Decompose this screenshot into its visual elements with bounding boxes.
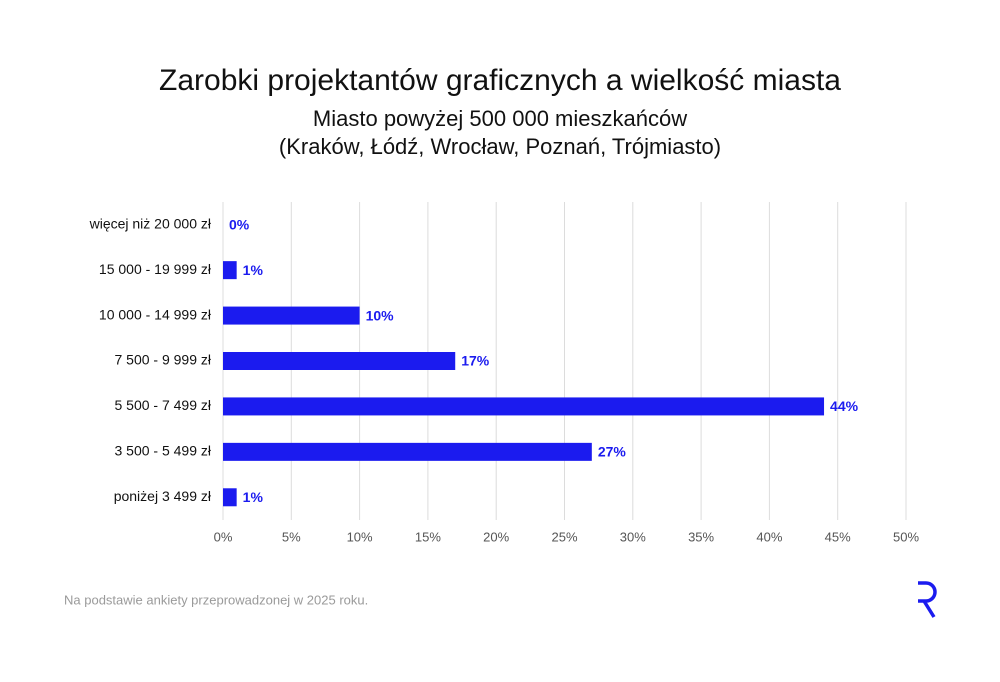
value-label: 44% [830,398,859,414]
value-label: 0% [229,216,250,232]
x-tick-label: 45% [825,529,851,544]
x-tick-label: 15% [415,529,441,544]
chart-subtitle: Miasto powyżej 500 000 mieszkańców [313,106,687,131]
x-tick-label: 50% [893,529,919,544]
chart-subtitle: (Kraków, Łódź, Wrocław, Poznań, Trójmias… [279,134,721,159]
bar [223,488,237,507]
x-tick-label: 10% [347,529,373,544]
footnote: Na podstawie ankiety przeprowadzonej w 2… [64,592,368,607]
chart-title: Zarobki projektantów graficznych a wielk… [159,64,841,97]
x-tick-label: 30% [620,529,646,544]
y-tick-label: 10 000 - 14 999 zł [99,306,212,322]
y-tick-label: więcej niż 20 000 zł [89,215,212,231]
value-label: 10% [366,307,395,323]
y-tick-label: poniżej 3 499 zł [114,488,212,504]
logo [918,581,937,618]
x-tick-label: 25% [551,529,577,544]
y-tick-label: 15 000 - 19 999 zł [99,261,212,277]
x-tick-label: 35% [688,529,714,544]
y-tick-label: 3 500 - 5 499 zł [114,443,211,459]
value-label: 1% [243,489,264,505]
y-tick-label: 7 500 - 9 999 zł [114,352,211,368]
bar [223,352,456,370]
x-tick-label: 40% [756,529,782,544]
y-tick-label: 5 500 - 7 499 zł [114,397,211,413]
bar [223,306,360,325]
x-tick-label: 0% [214,529,233,544]
value-label: 17% [461,353,490,369]
bar [223,397,825,416]
bar [223,261,237,280]
bar [223,442,592,461]
x-tick-label: 20% [483,529,509,544]
x-tick-label: 5% [282,529,301,544]
value-label: 1% [243,262,264,278]
value-label: 27% [598,444,627,460]
